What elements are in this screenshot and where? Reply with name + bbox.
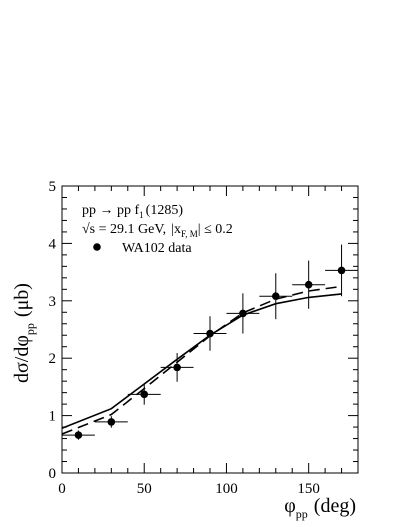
reaction-annotation: pp → pp f1 (1285) xyxy=(82,203,183,220)
x-tick-label: 0 xyxy=(58,481,66,497)
x-tick-label: 150 xyxy=(297,481,320,497)
energy-cut-text: |x xyxy=(171,222,181,237)
x-axis-label: φpp (deg) xyxy=(284,495,356,521)
y-tick-label: 2 xyxy=(49,351,57,367)
data-points xyxy=(62,244,358,440)
data-point xyxy=(226,293,260,334)
solid-curve xyxy=(61,293,342,429)
x-tick-label: 50 xyxy=(137,481,152,497)
y-axis-label-unit: (μb) xyxy=(11,283,33,317)
y-tick-label: 4 xyxy=(49,236,57,252)
x-tick-label: 100 xyxy=(215,481,238,497)
data-point xyxy=(292,260,326,309)
reaction-text: pp → pp f xyxy=(82,203,140,218)
x-axis-ticks: 0 50 100 150 xyxy=(58,186,359,497)
data-marker xyxy=(173,363,181,372)
data-point xyxy=(62,430,95,440)
data-marker xyxy=(140,390,149,399)
data-marker xyxy=(107,418,116,426)
x-axis-label-unit: (deg) xyxy=(314,495,356,517)
legend-label: WA102 data xyxy=(122,241,192,256)
data-point xyxy=(160,353,194,382)
y-axis-ticks: 0 1 2 3 4 5 xyxy=(49,179,358,482)
y-tick-label: 5 xyxy=(49,179,57,195)
data-marker xyxy=(337,266,346,275)
energy-cut-subscript: F, M xyxy=(181,229,198,239)
data-marker xyxy=(271,292,280,301)
energy-cut-suffix: | ≤ 0.2 xyxy=(198,222,233,237)
data-marker xyxy=(74,431,83,439)
data-marker xyxy=(239,309,247,318)
model-curves xyxy=(61,285,342,435)
y-tick-label: 3 xyxy=(49,294,57,310)
x-axis-label-main: φ xyxy=(284,495,296,517)
data-point xyxy=(259,273,293,320)
y-tick-label: 1 xyxy=(49,409,57,425)
legend-marker xyxy=(93,243,101,251)
data-marker xyxy=(304,280,313,289)
data-point xyxy=(94,416,128,428)
data-point xyxy=(325,244,358,297)
y-axis-label-main: dσ/dφ xyxy=(11,335,33,383)
data-point xyxy=(127,384,161,405)
reaction-subscript: 1 xyxy=(139,210,144,220)
y-tick-label: 0 xyxy=(49,466,57,482)
reaction-mass: (1285) xyxy=(146,203,184,218)
y-axis-label: dσ/dφpp (μb) xyxy=(11,283,37,383)
energy-annotation: √s = 29.1 GeV, |xF, M| ≤ 0.2 xyxy=(82,222,233,239)
data-marker xyxy=(206,329,214,338)
data-point xyxy=(193,316,227,351)
y-axis-label-sub: pp xyxy=(23,323,37,335)
energy-text: √s = 29.1 GeV, xyxy=(82,222,166,237)
x-axis-label-sub: pp xyxy=(296,507,308,521)
